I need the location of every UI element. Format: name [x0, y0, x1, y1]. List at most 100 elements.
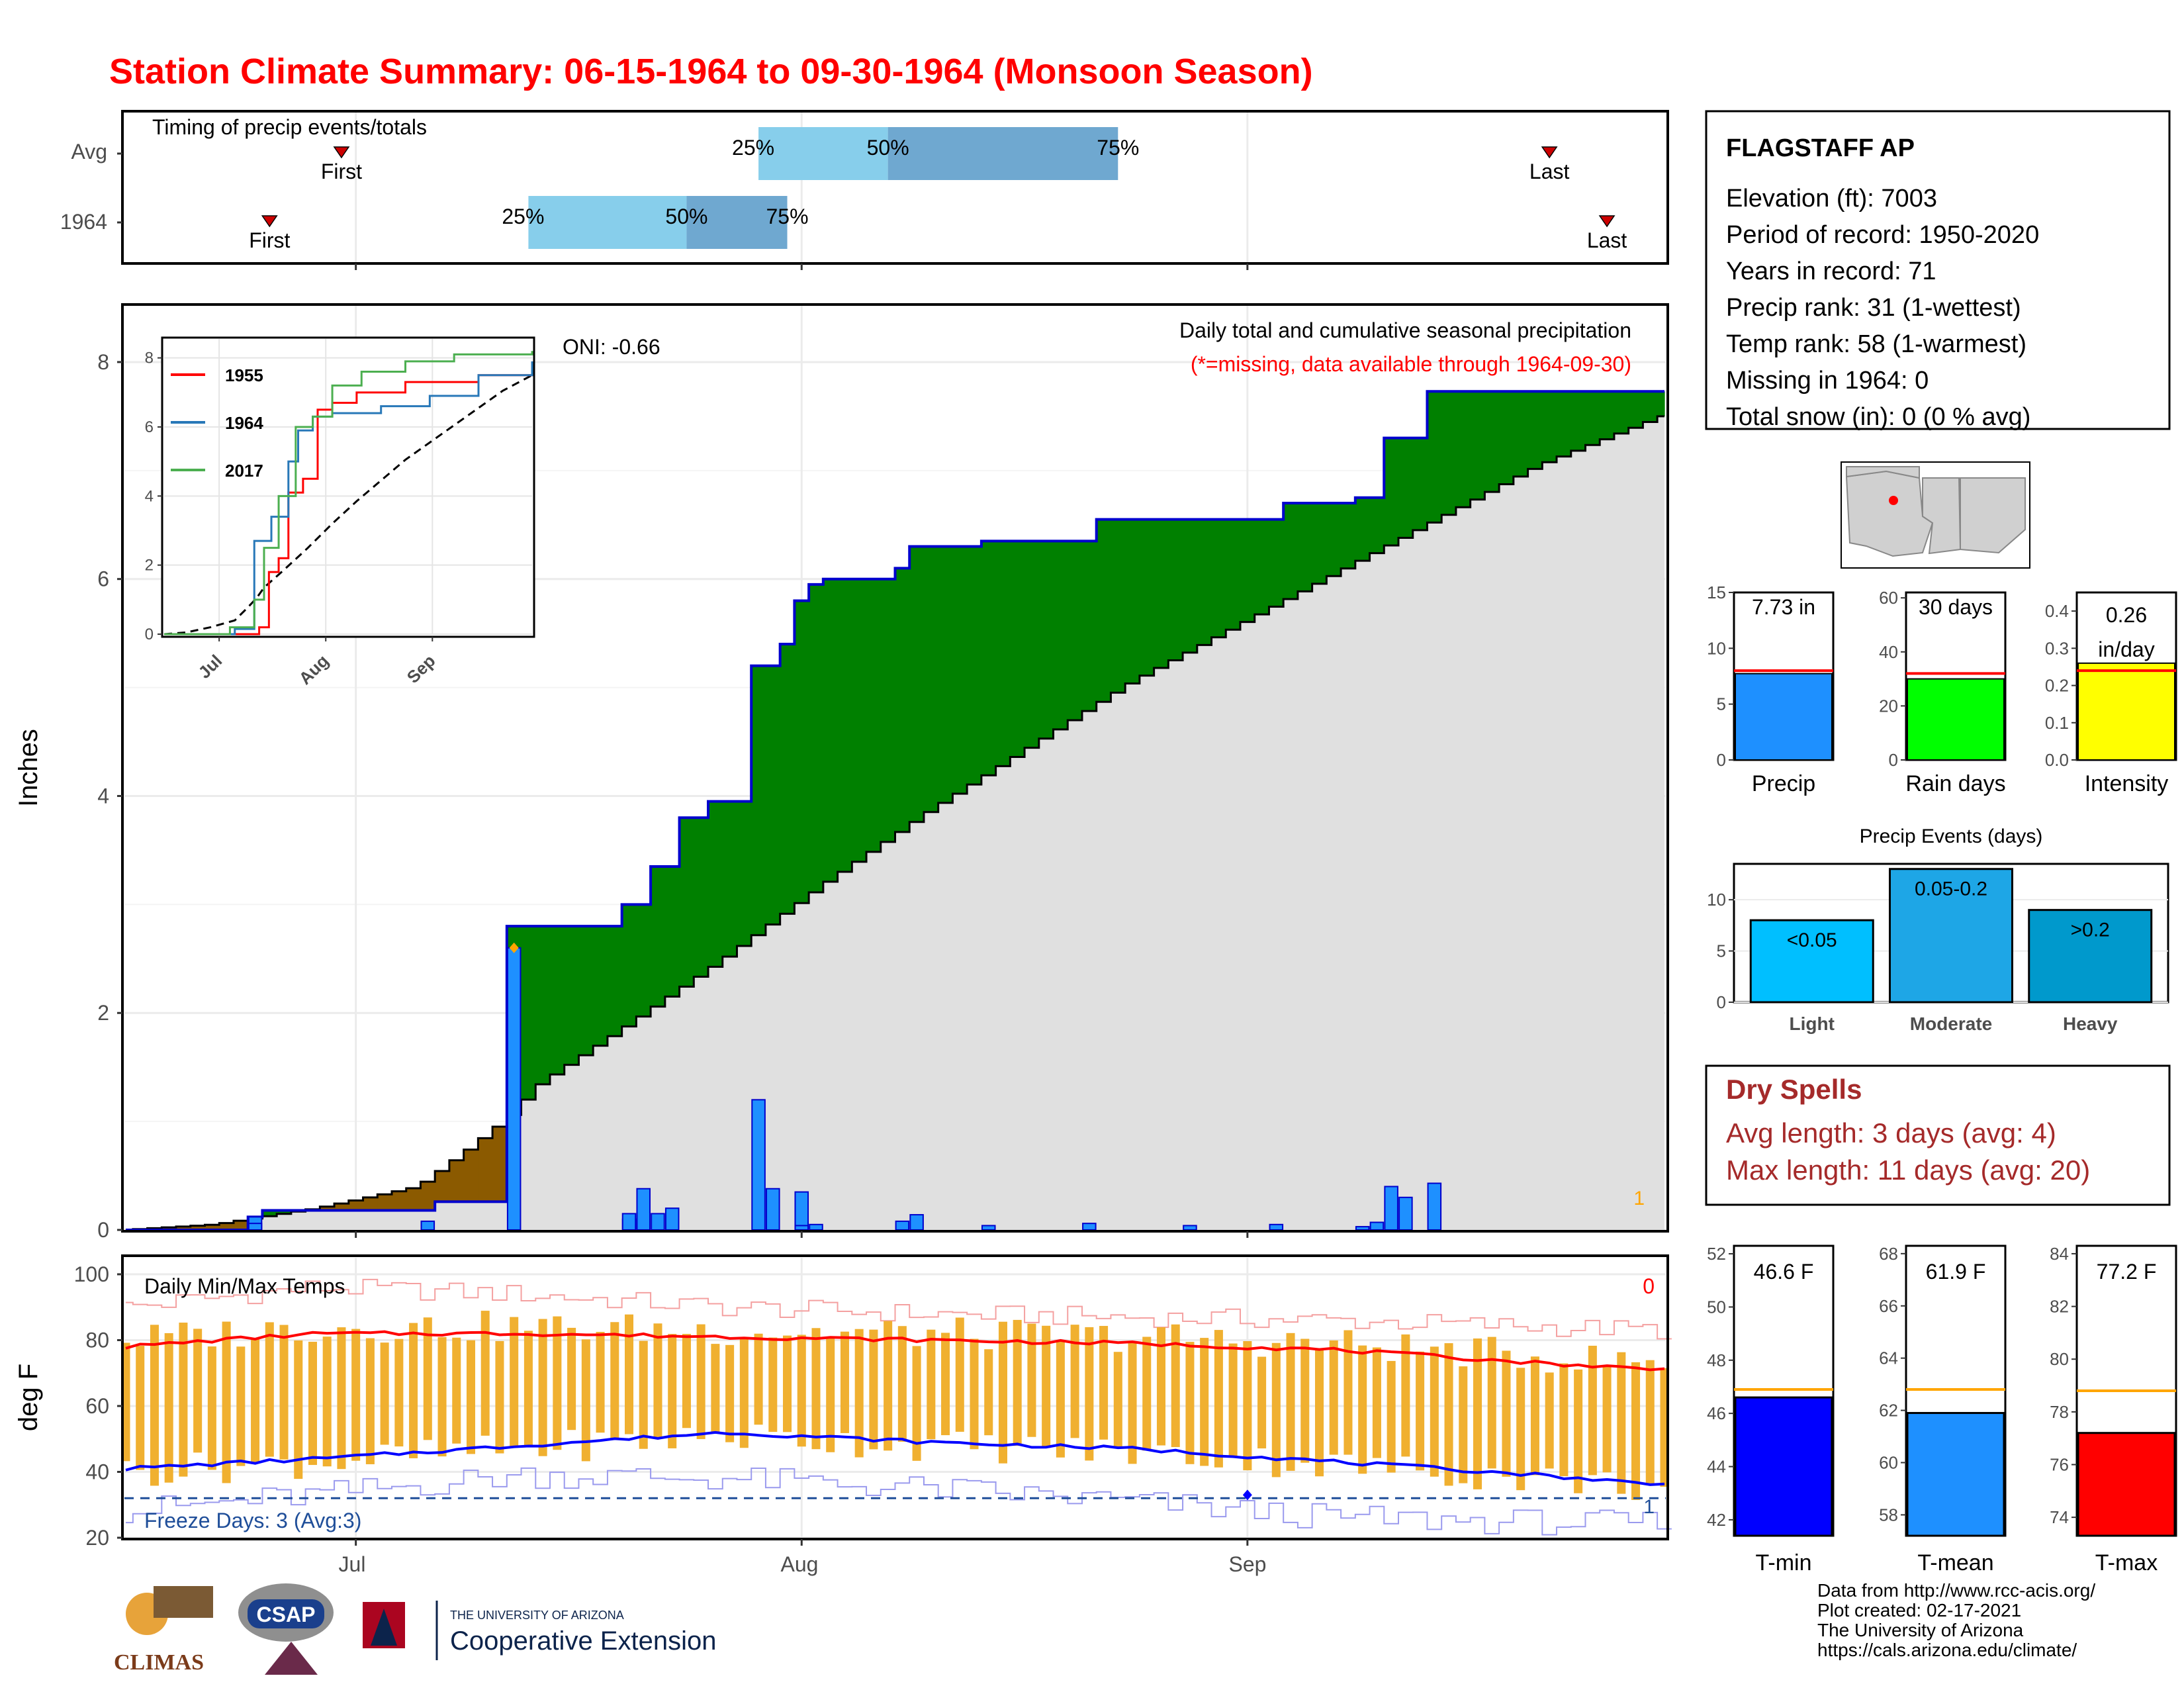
daily-temp-bar-59 — [955, 1317, 964, 1432]
daily-temp-bar-26 — [480, 1311, 490, 1436]
events-category-0: Light — [1790, 1013, 1835, 1034]
precip-note: (*=missing, data available through 1964-… — [1191, 352, 1631, 376]
cumulative-diff-day-102 — [1570, 391, 1586, 451]
raindays-ytick-label-3: 60 — [1879, 588, 1898, 608]
daily-temp-bar-103 — [1588, 1345, 1597, 1476]
timing-bar-q50-q75-0 — [887, 127, 1118, 180]
daily-temp-bar-41 — [696, 1324, 705, 1439]
station-line-snow: Total snow (in): 0 (0 % avg) — [1726, 403, 2030, 431]
daily-temp-bar-42 — [711, 1344, 720, 1434]
daily-temp-bar-45 — [754, 1333, 763, 1425]
avg-cumulative-line — [126, 415, 1664, 1231]
daily-temp-bar-60 — [970, 1338, 979, 1450]
precip-ytick-label-1: 2 — [97, 1001, 109, 1025]
intensity-ytick-label-1: 0.1 — [2045, 713, 2069, 733]
station-line-precip-rank: Precip rank: 31 (1-wettest) — [1726, 294, 2021, 322]
events-bar-label-0: <0.05 — [1787, 929, 1837, 951]
cumulative-diff-day-71 — [1125, 519, 1140, 684]
inset-line-1955 — [164, 365, 533, 635]
csap-logo: CSAP — [238, 1583, 334, 1675]
temp-bottom-count: 1 — [1643, 1496, 1655, 1518]
daily-temp-bar-47 — [783, 1335, 792, 1432]
daily-temp-bar-88 — [1372, 1347, 1381, 1458]
daily-temp-bar-55 — [897, 1326, 907, 1442]
raindays-ytick-label-2: 40 — [1879, 642, 1898, 662]
map-east-region — [1960, 477, 2026, 554]
timing-last-label-1: Last — [1587, 228, 1627, 252]
avg-tmax-line — [125, 1330, 1665, 1372]
dry-spells-avg: Avg length: 3 days (avg: 4) — [1726, 1117, 2056, 1149]
daily-temp-bar-80 — [1257, 1356, 1267, 1449]
precip-ytick-label-0: 0 — [97, 1218, 109, 1242]
timing-last-marker-0 — [1541, 146, 1558, 159]
daily-temp-bar-27 — [495, 1340, 504, 1454]
cumulative-diff-day-94 — [1455, 391, 1471, 508]
cumulative-diff-day-87 — [1355, 497, 1371, 561]
temp-background — [122, 1256, 1668, 1539]
daily-temp-bar-11 — [265, 1322, 274, 1457]
cumulative-diff-day-67 — [1068, 541, 1083, 721]
daily-temp-bar-34 — [596, 1332, 605, 1433]
cumulative-diff-day-104 — [1600, 391, 1615, 440]
csap-badge — [248, 1599, 324, 1628]
temp-ytick-label-2: 60 — [85, 1394, 109, 1418]
tmin-ytick-label-5: 52 — [1707, 1244, 1726, 1264]
tmean-ytick-label-3: 64 — [1879, 1348, 1898, 1368]
daily-temp-bar-36 — [624, 1314, 634, 1434]
daily-temp-bar-28 — [510, 1317, 519, 1448]
daily-precip-bar-22 — [1384, 1186, 1398, 1231]
cumulative-diff-day-91 — [1412, 438, 1428, 530]
temp-content — [121, 1278, 1672, 1536]
tmin-label: T-min — [1756, 1550, 1812, 1575]
cumulative-diff-day-79 — [1240, 519, 1255, 622]
daily-temp-bar-78 — [1228, 1343, 1238, 1458]
daily-temp-bar-104 — [1602, 1365, 1612, 1473]
daily-temp-bar-102 — [1574, 1369, 1583, 1493]
daily-temp-bar-14 — [308, 1341, 317, 1466]
cumulative-diff-day-35 — [607, 926, 623, 1037]
map-arizona — [1845, 470, 1934, 557]
map-new-mexico — [1922, 477, 1962, 555]
daily-precip-bar-2 — [420, 1220, 435, 1231]
timing-label-q50-1: 50% — [665, 205, 707, 228]
daily-temp-bar-15 — [322, 1336, 332, 1467]
tmin-ytick-label-1: 44 — [1707, 1457, 1726, 1477]
cumulative-diff-day-77 — [1211, 519, 1226, 637]
intensity-bar — [2077, 662, 2175, 761]
daily-temp-bar-10 — [251, 1338, 260, 1463]
cumulative-diff-day-45 — [751, 665, 766, 935]
tmax-ytick-label-2: 78 — [2050, 1402, 2069, 1422]
cumulative-diff-day-58 — [938, 546, 954, 803]
avg-cumulative-area — [126, 416, 1664, 1230]
temp-ytick-label-3: 80 — [85, 1329, 109, 1352]
cumulative-diff-day-36 — [621, 904, 637, 1027]
record-min-envelope — [126, 1467, 1672, 1536]
cumulative-1964-line — [126, 390, 1664, 1231]
precip-ytick-label-3: 15 — [1707, 583, 1726, 602]
precip-ytick-label-0: 0 — [1717, 750, 1726, 770]
tmean-bar — [1906, 1412, 2005, 1537]
daily-temp-bar-85 — [1329, 1340, 1338, 1455]
cumulative-diff-day-107 — [1643, 391, 1658, 422]
cumulative-diff-day-82 — [1283, 502, 1298, 599]
daily-temp-bar-57 — [927, 1329, 936, 1440]
inset-ytick-label-1: 2 — [145, 557, 154, 575]
precip-title: Daily total and cumulative seasonal prec… — [1179, 318, 1631, 342]
tmax-ytick-label-3: 80 — [2050, 1349, 2069, 1369]
inset-ytick-label-2: 4 — [145, 487, 154, 505]
daily-temp-bar-72 — [1142, 1336, 1152, 1451]
cumulative-diff-day-46 — [765, 665, 781, 925]
footer-line-url: https://cals.arizona.edu/climate/ — [1817, 1640, 2077, 1660]
tmax-value: 77.2 F — [2097, 1260, 2157, 1284]
cumulative-diff-day-17 — [348, 1200, 364, 1211]
daily-temp-bar-107 — [1645, 1360, 1655, 1486]
location-map — [1841, 461, 2030, 569]
precip-corner-count: 1 — [1633, 1188, 1645, 1209]
timing-first-marker-0 — [333, 146, 350, 159]
daily-temp-bar-70 — [1113, 1352, 1122, 1448]
logos: CLIMAS CSAP THE UNIVERSITY OF ARIZONA Co… — [114, 1583, 716, 1675]
precip-bar — [1735, 673, 1833, 761]
timing-label-q75-1: 75% — [766, 205, 809, 228]
cumulative-diff-day-41 — [694, 818, 709, 977]
